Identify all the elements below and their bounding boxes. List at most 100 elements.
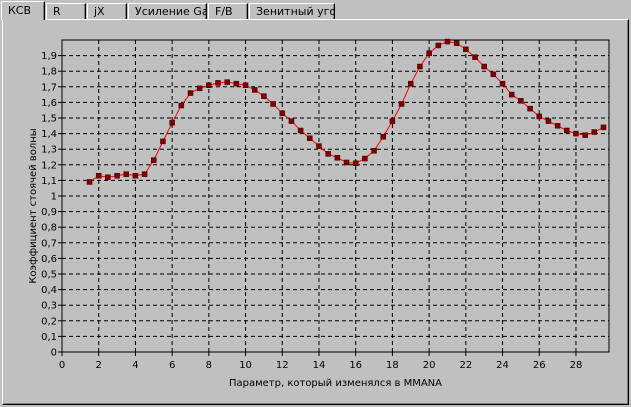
- data-point: [270, 101, 276, 107]
- data-point: [325, 151, 331, 157]
- y-tick-label: 0: [51, 348, 57, 359]
- data-point: [554, 123, 561, 129]
- data-point: [233, 80, 240, 87]
- data-point: [518, 98, 524, 104]
- data-point: [389, 118, 396, 124]
- y-tick-label: 0,8: [41, 223, 57, 234]
- data-point: [380, 133, 386, 140]
- data-point: [288, 118, 295, 124]
- data-point: [426, 50, 432, 57]
- data-point: [527, 105, 533, 112]
- data-point: [132, 172, 139, 179]
- tab-zenith-angle[interactable]: Зенитный угол: [249, 3, 335, 19]
- x-tick-label: 26: [533, 360, 546, 371]
- chart-grid: [62, 40, 609, 352]
- data-point: [95, 172, 102, 179]
- y-tick-label: 0,1: [41, 332, 57, 343]
- data-point: [352, 160, 359, 166]
- data-point: [435, 42, 442, 49]
- data-point: [591, 129, 598, 135]
- data-point: [242, 82, 249, 88]
- tab-gain[interactable]: Усиление Ga: [128, 3, 207, 19]
- x-tick-label: 16: [349, 360, 362, 371]
- data-point: [573, 130, 579, 137]
- tab-ksv[interactable]: КСВ: [1, 1, 45, 20]
- tab-bar: КСВ R jX Усиление Ga F/B Зенитный угол: [0, 0, 631, 21]
- data-point: [114, 172, 120, 179]
- data-point: [472, 54, 478, 60]
- tab-jx[interactable]: jX: [87, 3, 127, 19]
- x-tick-label: 24: [496, 360, 509, 371]
- data-point: [297, 127, 304, 134]
- data-point: [362, 155, 368, 162]
- data-point: [564, 127, 570, 134]
- data-point: [141, 171, 148, 177]
- data-point: [206, 82, 212, 88]
- data-point: [417, 63, 423, 70]
- y-tick-label: 0,4: [41, 285, 57, 296]
- x-tick-label: 28: [570, 360, 583, 371]
- y-tick-label: 1,4: [41, 129, 57, 140]
- y-tick-label: 1,7: [41, 82, 57, 93]
- data-point: [444, 38, 451, 45]
- tab-r[interactable]: R: [46, 3, 86, 19]
- y-tick-label: 0,7: [41, 238, 57, 249]
- x-tick-label: 22: [459, 360, 472, 371]
- y-tick-label: 0,5: [41, 270, 57, 281]
- data-point: [151, 157, 157, 163]
- data-point: [251, 87, 258, 93]
- data-point: [334, 155, 341, 161]
- y-axis-ticks: 0 0,1 0,2 0,3 0,4 0,5 0,6 0,7 0,8 0,9 1 1,1 1,2 1,3 1,…: [41, 51, 62, 359]
- tab-fb[interactable]: F/B: [208, 3, 248, 19]
- x-tick-label: 4: [132, 360, 138, 371]
- x-tick-label: 14: [313, 360, 326, 371]
- data-point: [196, 85, 203, 92]
- y-tick-label: 1,3: [41, 145, 57, 156]
- data-point: [316, 143, 322, 149]
- y-axis-label: Коэффициент стоячей волны: [28, 128, 39, 283]
- data-point: [508, 91, 515, 98]
- data-point: [279, 110, 286, 117]
- data-point: [463, 46, 469, 53]
- data-point: [215, 80, 221, 86]
- data-point: [307, 135, 313, 142]
- data-point: [343, 159, 350, 166]
- data-point: [398, 101, 405, 107]
- data-point: [187, 90, 194, 96]
- x-tick-label: 8: [206, 360, 212, 371]
- data-point: [160, 138, 166, 145]
- x-tick-label: 12: [276, 360, 289, 371]
- data-point: [224, 79, 230, 85]
- y-tick-label: 1,1: [41, 176, 57, 187]
- data-point: [582, 132, 588, 138]
- data-point: [408, 80, 414, 87]
- x-tick-label: 0: [59, 360, 65, 371]
- y-tick-label: 0,2: [41, 316, 57, 327]
- data-point: [105, 174, 111, 181]
- data-point: [169, 119, 175, 126]
- x-tick-label: 20: [423, 360, 436, 371]
- y-tick-label: 1,6: [41, 98, 57, 109]
- data-point: [499, 80, 506, 87]
- data-point: [178, 102, 185, 109]
- data-point: [536, 113, 542, 120]
- data-point: [123, 171, 129, 177]
- data-point: [490, 71, 497, 78]
- x-axis-ticks: 0 2 4 6 8 10 12 14 16 18 20 22 24 26 28: [59, 352, 583, 371]
- x-axis-label: Параметр, который изменялся в MMANA: [229, 378, 442, 389]
- data-point: [261, 93, 267, 99]
- x-tick-label: 10: [239, 360, 252, 371]
- y-tick-label: 1,9: [41, 51, 57, 62]
- data-point: [545, 118, 552, 124]
- x-tick-label: 6: [169, 360, 175, 371]
- plot-frame: [61, 39, 610, 353]
- y-tick-label: 1: [51, 192, 57, 203]
- y-tick-label: 0,3: [41, 301, 57, 312]
- data-point: [453, 40, 460, 46]
- data-point: [481, 63, 487, 70]
- y-tick-label: 0,9: [41, 207, 57, 218]
- data-point: [371, 148, 377, 154]
- data-point: [600, 124, 607, 131]
- x-tick-label: 2: [96, 360, 102, 371]
